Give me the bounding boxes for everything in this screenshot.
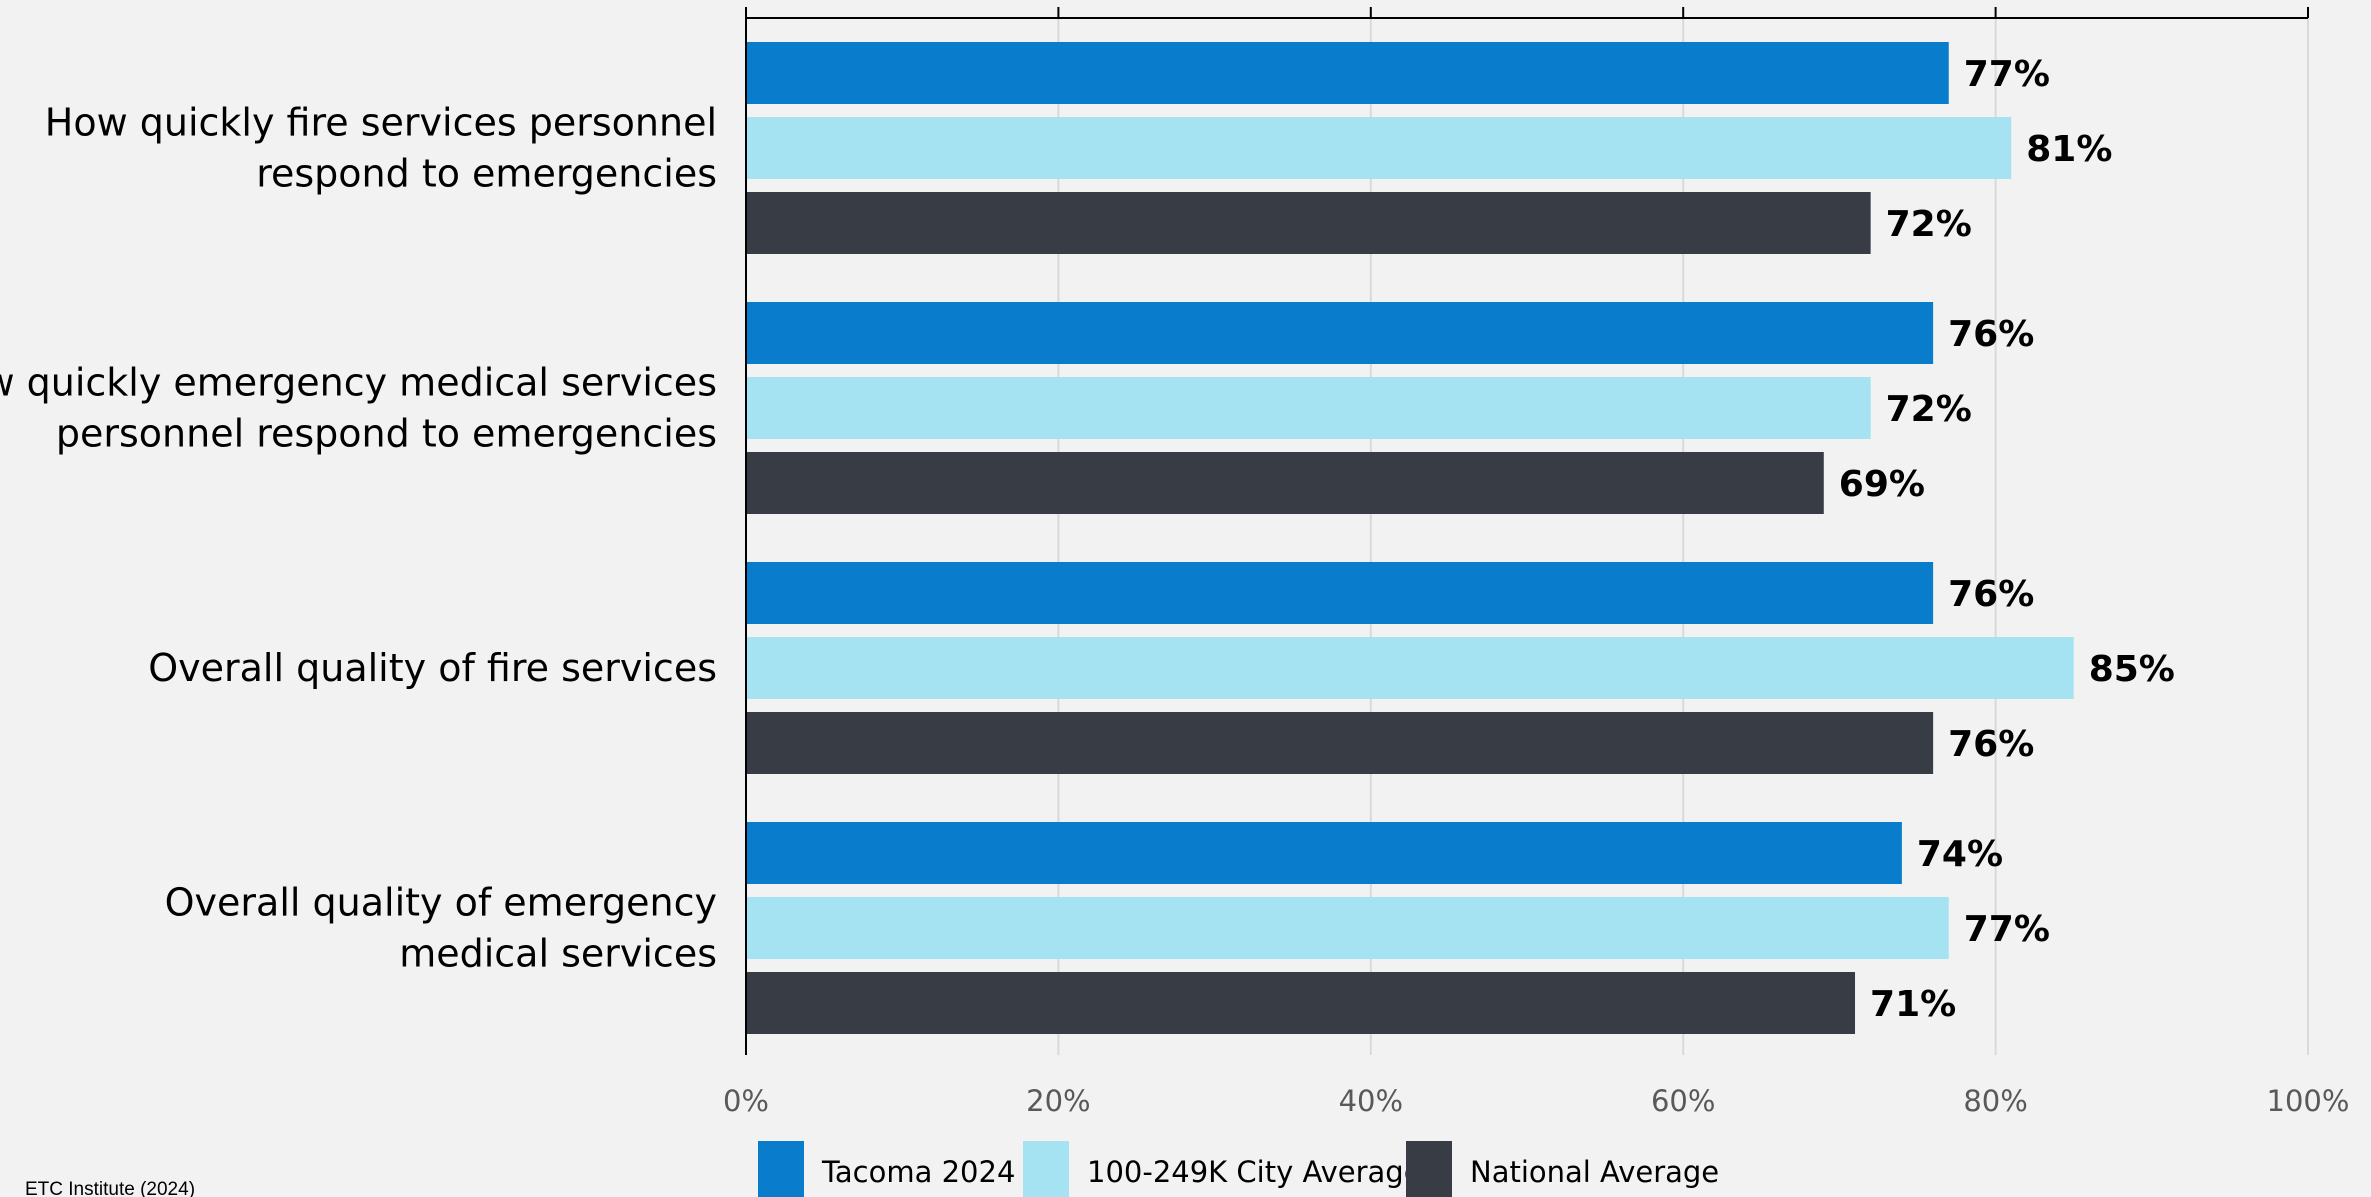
legend: Tacoma 2024 100-249K City Average National… [758,1141,1719,1197]
x-tick-label: 0% [723,1084,769,1118]
bar [746,972,1856,1034]
bar [746,637,2074,699]
x-tick-label: 40% [1339,1084,1403,1118]
legend-swatch [1406,1141,1452,1197]
bar [746,117,2012,179]
category-label: How quickly fire services personnel [45,101,717,145]
category-label: personnel respond to emergencies [56,412,717,456]
bar [746,192,1871,254]
x-axis: 0% 20% 40% 60% 80% 100% [723,7,2349,1118]
legend-label: Tacoma 2024 [821,1155,1015,1189]
x-tick-label: 100% [2267,1084,2350,1118]
bar [746,302,1934,364]
bar [746,377,1871,439]
x-tick-label: 80% [1963,1084,2027,1118]
bars-group [746,42,2074,1034]
category-label: medical services [399,932,717,976]
legend-swatch [758,1141,804,1197]
bar-value-label: 71% [1870,984,1956,1025]
bar [746,452,1824,514]
legend-label: 100-249K City Average [1087,1155,1422,1189]
legend-swatch [1023,1141,1069,1197]
x-tick-label: 20% [1026,1084,1090,1118]
legend-label: National Average [1470,1155,1719,1189]
category-label: Overall quality of emergency [165,881,717,925]
bar-value-label: 77% [1964,909,2050,950]
bar [746,562,1934,624]
bar-value-label: 85% [2089,649,2175,690]
category-label: respond to emergencies [256,152,717,196]
value-labels-group: 77%81%72%76%72%69%76%85%76%74%77%71% [1839,54,2175,1025]
category-label: How quickly emergency medical services [0,361,717,405]
bar-value-label: 81% [2026,129,2112,170]
source-note: ETC Institute (2024) [25,1179,195,1197]
bar [746,822,1902,884]
category-label: Overall quality of fire services [148,646,717,690]
bar-value-label: 76% [1948,574,2034,615]
bar [746,712,1934,774]
bar [746,897,1949,959]
bar-value-label: 72% [1886,204,1972,245]
bar-value-label: 76% [1948,724,2034,765]
bar [746,42,1949,104]
bar-value-label: 69% [1839,464,1925,505]
bar-value-label: 76% [1948,314,2034,355]
bar-value-label: 74% [1917,834,2003,875]
bar-value-label: 72% [1886,389,1972,430]
category-labels-group: How quickly fire services personnel respo… [0,101,717,976]
bar-value-label: 77% [1964,54,2050,95]
x-tick-label: 60% [1651,1084,1715,1118]
